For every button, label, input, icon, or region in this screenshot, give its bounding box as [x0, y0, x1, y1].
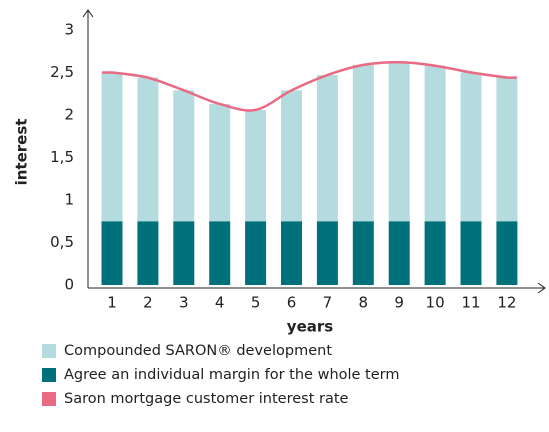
x-tick-label: 3	[179, 294, 189, 312]
y-tick-label: 2,5	[50, 63, 74, 81]
bar-segment	[388, 62, 410, 222]
bar-segment	[424, 65, 446, 222]
x-tick-label: 10	[426, 294, 445, 312]
bar-segment	[424, 221, 446, 285]
bar-segment	[245, 221, 267, 285]
bar-segment	[281, 221, 302, 285]
bar-segment	[137, 221, 159, 285]
line	[102, 61, 517, 112]
x-tick-label: 8	[359, 294, 369, 312]
x-axis-arrow	[537, 282, 546, 294]
y-tick-label: 0,5	[50, 233, 74, 251]
bar-segment	[137, 77, 159, 222]
bar-segment	[209, 221, 231, 285]
bar-segment	[460, 221, 482, 285]
x-tick-label: 6	[287, 294, 297, 312]
y-tick-label: 0	[64, 276, 74, 294]
legend-text: Saron mortgage customer interest rate	[64, 391, 349, 407]
legend-text: Agree an individual margin for the whole…	[64, 367, 400, 383]
legend-swatch	[42, 392, 56, 406]
y-axis-arrow	[82, 9, 94, 18]
x-tick-label: 5	[251, 294, 261, 312]
x-tick-label: 11	[461, 294, 480, 312]
bar-segment	[316, 75, 338, 222]
bar-segment	[173, 221, 195, 285]
bar-segment	[460, 72, 482, 222]
x-tick-label: 1	[107, 294, 117, 312]
bar-segment	[496, 221, 518, 285]
x-axis-title: years	[287, 318, 333, 336]
legend-swatch	[42, 368, 56, 382]
x-tick-label: 2	[143, 294, 153, 312]
bar-segment	[352, 64, 374, 222]
bar-segment	[101, 221, 123, 285]
y-tick-label: 3	[64, 21, 74, 39]
x-tick-label: 7	[323, 294, 333, 312]
bar-segment	[352, 221, 374, 285]
y-tick-label: 2	[64, 106, 74, 124]
x-tick-label: 12	[497, 294, 516, 312]
bar-segment	[388, 221, 410, 285]
y-tick-label: 1,5	[50, 148, 74, 166]
legend-swatch	[42, 344, 56, 358]
x-tick-label: 9	[394, 294, 404, 312]
legend-text: Compounded SARON® development	[64, 343, 332, 359]
bar-segment	[245, 109, 267, 222]
bar-segment	[496, 77, 518, 222]
y-tick-label: 1	[64, 191, 74, 209]
bar-segment	[209, 103, 231, 222]
x-tick-label: 4	[215, 294, 225, 312]
y-axis-title: interest	[13, 119, 31, 186]
bar-segment	[173, 90, 195, 222]
bar-segment	[281, 90, 302, 222]
bar-segment	[316, 221, 338, 285]
bar-segment	[101, 72, 123, 222]
